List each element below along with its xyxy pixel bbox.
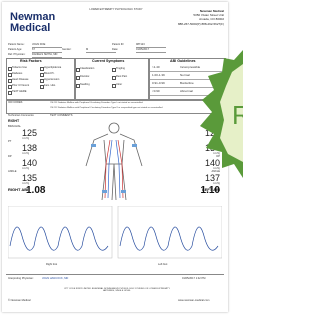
- unit: mmHg: [22, 153, 29, 155]
- wave-label: Left foot: [158, 264, 167, 267]
- risk-factor: Hypertension: [44, 79, 59, 82]
- site-label: BRACHIAL: [8, 126, 21, 129]
- risk-factor: Prior CV Event: [12, 85, 29, 88]
- guideline-range: >1.40: [152, 66, 160, 69]
- site-label: ANKLE: [8, 171, 17, 174]
- website: www.newman-medical.com: [178, 300, 209, 303]
- field-label: Ref. Physician:: [8, 54, 25, 57]
- signed: 01/05/2017 1:42 PM: [182, 278, 205, 281]
- risk-factor: Blood Pr.: [44, 73, 55, 76]
- field-value: JOHN DOE: [32, 44, 62, 48]
- phys-name: JOHN HANCOCK, MD: [42, 278, 68, 281]
- field-label: Patient Age:: [8, 49, 22, 52]
- section-title: Risk Factors: [20, 60, 42, 64]
- copyright: © Newman Medical: [8, 300, 31, 303]
- symptom: Rest Pain: [116, 76, 127, 79]
- doc-title: LOWER EXTREMITY PHYSIOLOGIC STUDY: [86, 9, 146, 12]
- guideline-class: Normal: [180, 74, 190, 77]
- field-value: 01/05/2017: [136, 49, 166, 53]
- risk-factor: Hyperlipidemia: [44, 67, 61, 70]
- symptom: Ulcer: [116, 84, 122, 87]
- guideline-class: Borderline: [180, 82, 194, 85]
- symptom: Swelling: [80, 84, 90, 87]
- guideline-class: Abnormal: [180, 90, 193, 93]
- section-title: Current Symptoms: [92, 60, 124, 64]
- icd-code: I70.211 Diabetes Mellitus with Periphera…: [50, 102, 143, 104]
- risk-factor: Diabetes: [12, 73, 22, 76]
- section-title: ABI Guidelines: [170, 60, 196, 64]
- tech-comment: TEXT COMMENTS: [50, 115, 72, 118]
- unit: mmHg: [22, 168, 29, 170]
- address: Newman Medical 5350 Vivian Street Unit A…: [178, 9, 224, 26]
- risk-factor: Fam. Hist.: [44, 85, 56, 88]
- symptom: Claudication: [80, 68, 94, 71]
- unit: mmHg: [22, 138, 29, 140]
- seal: R: [196, 50, 243, 180]
- phys-label: Interpreting Physician:: [8, 278, 34, 281]
- guideline-range: <0.90: [152, 90, 160, 93]
- guideline-range: 1.00-1.39: [152, 74, 165, 77]
- side-label: RIGHT: [8, 120, 19, 124]
- symptom: Tingling: [116, 68, 125, 71]
- site-label: DP: [8, 156, 12, 159]
- waveforms: [8, 206, 222, 264]
- tech-label: Technician Comments:: [8, 115, 34, 118]
- rule: [6, 274, 224, 275]
- logo: Newman Medical: [10, 12, 55, 34]
- icd-code: I70.212 Diabetes Mellitus with Periphera…: [50, 107, 162, 109]
- symptom: Discolor.: [80, 76, 90, 79]
- wave-label: Right foot: [46, 264, 57, 267]
- cpt-note: CPT CODE 93922 LIMITED BILATERAL NONINVA…: [62, 288, 172, 292]
- field-label: Patient ID:: [112, 44, 124, 47]
- field-label: Date:: [112, 49, 118, 52]
- field-label: Gender:: [62, 49, 71, 52]
- guideline-range: 0.91-0.99: [152, 82, 165, 85]
- phone: 888-267-5000(P) 888-292-5627(F): [178, 22, 224, 26]
- risk-factor: TEXT HERE: [12, 91, 27, 94]
- field-value: DANIELS SMITH, MD: [32, 54, 62, 58]
- risk-factor: Heart Disease: [12, 79, 28, 82]
- site-label: PT: [8, 141, 11, 144]
- icd-label: ICD CODES: [8, 102, 22, 105]
- risk-factor: Tobacco Use: [12, 67, 27, 70]
- document: Newman Medical LOWER EXTREMITY PHYSIOLOG…: [2, 2, 228, 312]
- logo-line: Medical: [10, 23, 55, 34]
- body-diagram: [64, 120, 164, 202]
- page: Newman Medical LOWER EXTREMITY PHYSIOLOG…: [0, 0, 243, 316]
- field-label: Patient Name:: [8, 44, 24, 47]
- abi-value: 1.10: [170, 186, 220, 196]
- seal-letter: R: [232, 100, 243, 130]
- abi-value: 1.08: [26, 186, 45, 196]
